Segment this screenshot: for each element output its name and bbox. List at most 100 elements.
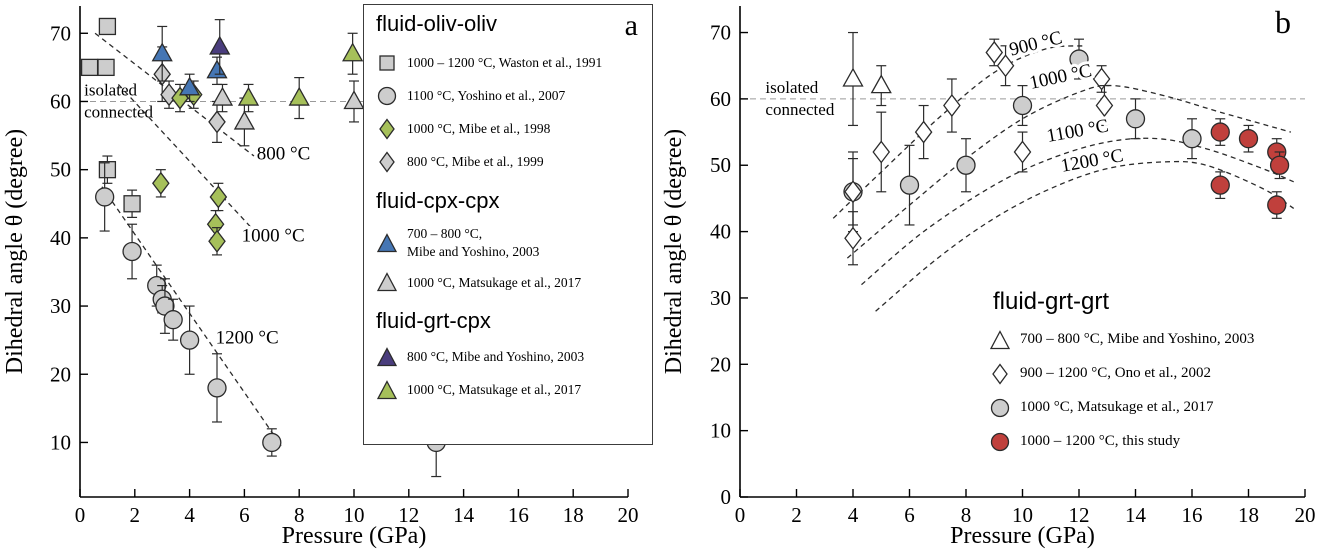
- legend-item-label: 1000 °C, Matsukage et al., 2017: [407, 274, 582, 290]
- legend-item-label: 800 °C, Mibe and Yoshino, 2003: [407, 349, 585, 365]
- diamond-marker-icon: [379, 118, 395, 140]
- isotherm-curve-1000-c: [846, 84, 1292, 259]
- circle-data-point: [899, 175, 920, 195]
- diamond-data-point: [872, 140, 891, 164]
- triangle-data-point: [870, 74, 892, 94]
- panel-a-label: a: [624, 9, 638, 42]
- legend-item: 800 °C, Mibe et al., 1999: [376, 151, 644, 173]
- diamond-data-point: [209, 185, 228, 209]
- square-data-point: [98, 161, 117, 179]
- panel-a: isolated connected 800 °C 1000 °C 1200 °C 0 2 4…: [2, 4, 653, 549]
- x-tick-label: 0: [75, 503, 86, 527]
- legend-group-title-fluid-cpx-cpx: fluid-cpx-cpx: [376, 188, 500, 213]
- circle-data-point: [179, 330, 200, 350]
- circle-data-point: [1069, 49, 1089, 69]
- y-tick-label: 40: [710, 220, 731, 244]
- diamond-data-point: [914, 120, 933, 144]
- triangle-marker-icon: [376, 346, 398, 367]
- x-tick-label: 14: [453, 503, 475, 527]
- isotherm-curve-1100-c: [861, 137, 1294, 286]
- series-fluid-oliv-oliv-mibe-et-al-1998: [152, 80, 228, 256]
- circle-marker-icon: [990, 398, 1010, 417]
- x-axis-title: Pressure (GPa): [950, 523, 1095, 549]
- circle-data-point: [1267, 195, 1287, 215]
- diamond-data-point: [152, 171, 170, 195]
- circle-data-point: [1012, 95, 1033, 116]
- panel-b: isolated connected 900 °C 1000 °C 1100 °C 120…: [659, 0, 1318, 549]
- circle-marker-icon: [377, 86, 397, 106]
- square-marker-icon: [379, 55, 395, 71]
- circle-data-point: [956, 155, 976, 175]
- legend-item-label: 700 – 800 °C, Mibe and Yoshino, 2003: [1020, 331, 1255, 348]
- diamond-data-point: [208, 110, 226, 134]
- x-tick-label: 6: [239, 503, 250, 527]
- legend-item-line2: Mibe and Yoshino, 2003: [407, 243, 540, 259]
- y-tick-label: 10: [50, 430, 71, 454]
- diamond-marker-icon: [379, 151, 395, 173]
- y-tick-label: 60: [50, 89, 71, 113]
- triangle-marker-icon: [376, 379, 398, 400]
- y-tick-label: 0: [721, 485, 732, 509]
- y-axis-title: Dihedral angle θ (degree): [661, 129, 687, 374]
- legend-item-label: 700 – 800 °C, Mibe and Yoshino, 2003: [407, 225, 539, 260]
- circle-data-point: [1125, 109, 1146, 129]
- diamond-data-point: [1013, 140, 1032, 164]
- circle-data-point: [163, 310, 183, 330]
- legend-item-label: 1000 °C, Matsukage et al., 2017: [1020, 399, 1214, 416]
- isotherm-label-1000-c: 1000 °C: [242, 225, 305, 246]
- triangle-data-point: [342, 42, 364, 62]
- triangle-data-point: [206, 59, 228, 79]
- isotherm-curve-900-c: [832, 45, 1085, 219]
- legend-group-title-fluid-grt-cpx: fluid-grt-cpx: [376, 308, 491, 334]
- x-tick-label: 20: [618, 503, 639, 527]
- legend-title-fluid-grt-grt: fluid-grt-grt: [993, 288, 1110, 315]
- x-tick-label: 18: [1238, 503, 1259, 527]
- legend-item: 1000 – 1200 °C, this study: [989, 431, 1314, 453]
- circle-data-point: [1210, 175, 1230, 195]
- x-tick-label: 12: [1069, 503, 1090, 527]
- circle-data-point: [262, 432, 282, 453]
- square-data-point: [80, 58, 99, 77]
- circle-data-point: [1238, 129, 1259, 149]
- diamond-data-point: [996, 54, 1015, 78]
- series-fluid-grt-grt-mibe-and-yoshino-2003: [842, 31, 892, 127]
- legend-panel-b: fluid-grt-grt 700 – 800 °C, Mibe and Yos…: [989, 288, 1314, 453]
- legend-item: 1100 °C, Yoshino et al., 2007: [376, 85, 644, 107]
- isotherm-label-1200-c: 1200 °C: [1059, 145, 1125, 177]
- y-tick-label: 50: [710, 153, 731, 177]
- diamond-data-point: [208, 229, 226, 253]
- threshold-label-isolated: isolated: [84, 80, 137, 99]
- triangle-data-point: [178, 76, 201, 96]
- square-data-point: [97, 58, 115, 77]
- threshold-label-connected: connected: [84, 102, 153, 121]
- panel-b-label: b: [1275, 4, 1291, 40]
- panel-a-plot: isolated connected 800 °C 1000 °C 1200 °C 0 2 4…: [2, 6, 639, 549]
- x-tick-label: 4: [184, 503, 195, 527]
- diamond-data-point: [1092, 67, 1111, 91]
- isotherm-label-1100-c: 1100 °C: [1045, 115, 1110, 147]
- diamond-data-point: [943, 93, 961, 118]
- circle-data-point: [1269, 155, 1290, 175]
- triangle-marker-icon: [376, 272, 398, 292]
- circle-marker-icon: [990, 432, 1010, 451]
- y-tick-label: 40: [50, 226, 71, 250]
- x-tick-label: 2: [130, 503, 141, 527]
- y-tick-label: 50: [50, 158, 71, 182]
- x-tick-label: 2: [791, 503, 802, 527]
- series-fluid-grt-cpx-matsukage-et-al-2017: [237, 32, 364, 120]
- diamond-data-point: [1095, 93, 1114, 118]
- triangle-marker-icon: [376, 233, 398, 253]
- triangle-data-point: [842, 67, 864, 87]
- legend-item: 900 – 1200 °C, Ono et al., 2002: [989, 363, 1314, 385]
- isotherm-label-900-c: 900 °C: [1007, 27, 1064, 60]
- circle-data-point: [95, 187, 115, 207]
- x-axis-title: Pressure (GPa): [282, 523, 427, 549]
- series-fluid-grt-grt-ono-et-al-2002: [844, 38, 1114, 266]
- x-tick-label: 16: [1182, 503, 1203, 527]
- legend-item: 1000 – 1200 °C, Waston et al., 1991: [376, 52, 644, 74]
- x-tick-label: 12: [398, 503, 419, 527]
- circle-data-point: [122, 241, 142, 262]
- diamond-marker-icon: [992, 363, 1008, 385]
